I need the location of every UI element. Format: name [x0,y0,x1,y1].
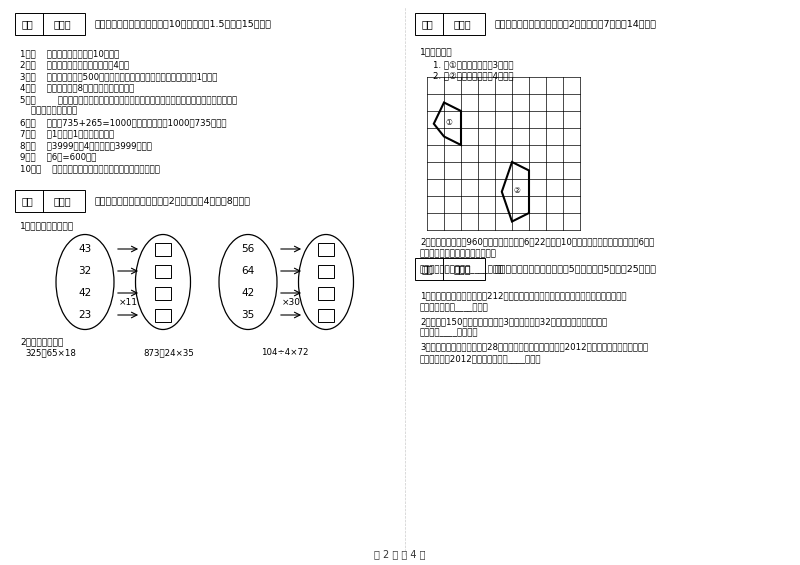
Bar [318,264,334,277]
Bar [155,242,171,255]
Text: 2．（    ）正方形的周长是它的边长的4倍。: 2．（ ）正方形的周长是它的边长的4倍。 [20,60,129,69]
Text: 8．（    ）3999克与4千克相比，3999克重。: 8．（ ）3999克与4千克相比，3999克重。 [20,141,152,150]
Text: 5．（        ）用同一条铁丝先围成一个最大的正方形，再围成一个最大的长方形，长方形和: 5．（ ）用同一条铁丝先围成一个最大的正方形，再围成一个最大的长方形，长方形和 [20,95,237,104]
Text: 104÷4×72: 104÷4×72 [261,348,309,357]
Text: 56: 56 [242,244,254,254]
Text: 第 2 页 共 4 页: 第 2 页 共 4 页 [374,549,426,559]
Text: 32: 32 [78,266,92,276]
Text: ①: ① [446,119,453,127]
Text: 六、活用知识，解决问题（共5小题，每题5分，共25分）。: 六、活用知识，解决问题（共5小题，每题5分，共25分）。 [495,264,657,273]
Bar [318,308,334,321]
Text: 评卷人: 评卷人 [454,264,471,274]
Text: 答：还剩____页没看。: 答：还剩____页没看。 [420,328,478,337]
Bar [155,286,171,299]
Text: 7．（    ）1吨铁与1吨棉花一样重。: 7．（ ）1吨铁与1吨棉花一样重。 [20,129,114,138]
Text: 达，这列火车每小时行多少千米？: 达，这列火车每小时行多少千米？ [420,249,497,258]
Bar [415,258,485,280]
Text: 2、递等式计算。: 2、递等式计算。 [20,337,63,346]
Text: 答：这列火车每小时行____千米。: 答：这列火车每小时行____千米。 [420,265,504,274]
Text: 三、仔细推敲，正确判断（共10小题，每题1.5分，共15分）。: 三、仔细推敲，正确判断（共10小题，每题1.5分，共15分）。 [95,20,272,28]
Text: 23: 23 [78,310,92,320]
Text: 1、算一算，填一填。: 1、算一算，填一填。 [20,221,74,230]
Text: 正方形的周长相等。: 正方形的周长相等。 [20,106,77,115]
Bar [155,264,171,277]
Text: 评卷人: 评卷人 [54,196,71,206]
Text: ②: ② [514,186,521,195]
Text: 3．（    ）小明家离学校500米，他每天上学、回家，一个来回一共要走1千米。: 3．（ ）小明家离学校500米，他每天上学、回家，一个来回一共要走1千米。 [20,72,218,81]
Text: 42: 42 [78,288,92,298]
Text: 得分: 得分 [22,196,34,206]
Text: 得分: 得分 [422,19,434,29]
Text: 四、看清题目，细心计算（共2小题，每题4分，共8分）。: 四、看清题目，细心计算（共2小题，每题4分，共8分）。 [95,197,251,206]
Text: 1．（    ）小明家客厅面积是10公顷。: 1．（ ）小明家客厅面积是10公顷。 [20,49,119,58]
Bar [415,13,485,35]
Text: 64: 64 [242,266,254,276]
Text: 35: 35 [242,310,254,320]
Bar [318,286,334,299]
Text: 873－24×35: 873－24×35 [143,348,194,357]
Text: 评卷人: 评卷人 [454,19,471,29]
Text: ×11: ×11 [118,298,138,307]
Text: 得分: 得分 [422,264,434,274]
Text: 答：这头奶牛2012年二月份可挤奶____千克。: 答：这头奶牛2012年二月份可挤奶____千克。 [420,354,542,363]
Bar [15,190,85,212]
Text: 4．（    ）一个两位乘8，积一定也是两为数。: 4．（ ）一个两位乘8，积一定也是两为数。 [20,84,134,93]
Text: 2、一本书150页，冬冬已经看了3天，他每天看32页，还剩多少页没有看？: 2、一本书150页，冬冬已经看了3天，他每天看32页，还剩多少页没有看？ [420,317,607,326]
Text: 五、认真思考，综合能力（共2小题，每题7分，共14分）。: 五、认真思考，综合能力（共2小题，每题7分，共14分）。 [495,20,657,28]
Text: 1. 把①号图形向右平移3个格。: 1. 把①号图形向右平移3个格。 [433,60,514,69]
Text: 1、画一画。: 1、画一画。 [420,47,453,56]
Text: 325＋65×18: 325＋65×18 [25,348,76,357]
Text: 6．（    ）根据735+265=1000，可以直接写出1000－735的差。: 6．（ ）根据735+265=1000，可以直接写出1000－735的差。 [20,118,226,127]
Text: 43: 43 [78,244,92,254]
Text: 9．（    ）6分=600秒。: 9．（ ）6分=600秒。 [20,153,96,162]
Text: 得分: 得分 [22,19,34,29]
Text: 评卷人: 评卷人 [54,19,71,29]
Text: 42: 42 [242,288,254,298]
Text: 2. 把②号图形向左移动4个格。: 2. 把②号图形向左移动4个格。 [433,71,514,80]
Bar [318,242,334,255]
Text: 2、甲乙两城铁路长960千米，一列客车于6月22日上午10时从甲城开往乙城，当日晚上6时到: 2、甲乙两城铁路长960千米，一列客车于6月22日上午10时从甲城开往乙城，当日… [420,237,654,246]
Text: 3、一头奶牛一天大约可挤奶28千克，照这样计算，这头奶牛2012年二月份可挤奶多少千克？: 3、一头奶牛一天大约可挤奶28千克，照这样计算，这头奶牛2012年二月份可挤奶多… [420,342,648,351]
Text: 10．（    ）所有的大月都是单月，所有的小月都是双月。: 10．（ ）所有的大月都是单月，所有的小月都是双月。 [20,164,160,173]
Bar [155,308,171,321]
Text: ×30: ×30 [282,298,301,307]
Text: 1、用一根铁丝做一个边长为212厘米的正方形框架，正好用完，这根铁丝长多少厘米？: 1、用一根铁丝做一个边长为212厘米的正方形框架，正好用完，这根铁丝长多少厘米？ [420,291,626,300]
Text: 答：这根铁丝长____厘米。: 答：这根铁丝长____厘米。 [420,303,489,312]
Bar [15,13,85,35]
